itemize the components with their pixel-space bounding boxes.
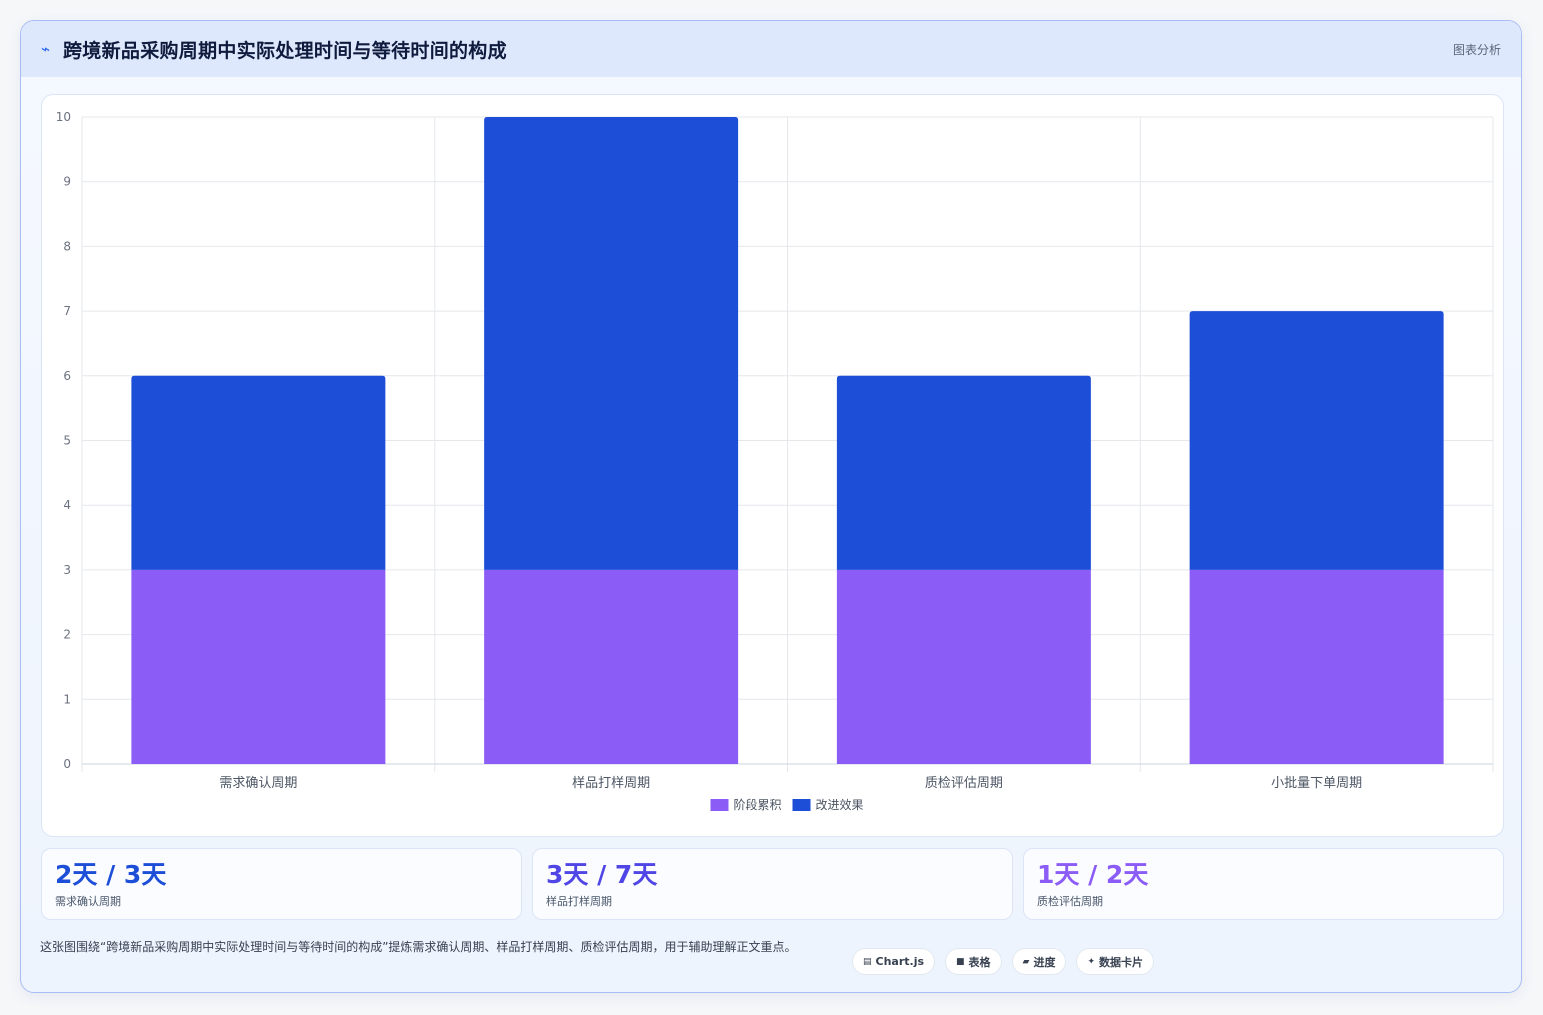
x-tick-label: 样品打样周期	[572, 776, 650, 791]
stat-label: 样品打样周期	[546, 895, 612, 908]
bar-segment	[484, 117, 739, 570]
chip-chartjs[interactable]: ▤ Chart.js	[852, 948, 936, 975]
x-tick-label: 需求确认周期	[219, 776, 297, 791]
y-tick-label: 4	[63, 498, 71, 512]
x-tick-label: 小批量下单周期	[1271, 776, 1362, 791]
bar-segment	[836, 569, 1091, 764]
header-tag: 图表分析	[1452, 42, 1501, 57]
legend-swatch	[710, 799, 729, 811]
legend-swatch	[792, 799, 811, 811]
tag-chips: ▤ Chart.js ■ 表格 ▰ 进度 ✦ 数据卡片	[852, 948, 1155, 975]
chip-label: 数据卡片	[1099, 955, 1144, 969]
chip-progress[interactable]: ▰ 进度	[1011, 948, 1067, 975]
stacked-bar-chart: 0 1 2 3 4 5 6 7 8 9 10 需求确认周期 样品打样周期 质检评估周期 小批量下单周期阶段累…	[56, 110, 1494, 812]
y-tick-label: 10	[56, 110, 71, 124]
bar-segment	[484, 569, 739, 764]
y-tick-label: 2	[63, 628, 71, 642]
y-tick-label: 1	[63, 692, 71, 706]
bar-segment	[836, 375, 1091, 570]
chip-label: Chart.js	[875, 955, 925, 968]
card-footer: 这张图围绕“跨境新品采购周期中实际处理时间与等待时间的构成”提炼需求确认周期、样…	[40, 937, 1503, 977]
y-tick-label: 7	[63, 304, 71, 318]
bar-segment	[131, 569, 386, 764]
bar-segment	[131, 375, 386, 570]
y-tick-label: 0	[63, 757, 71, 771]
chart-card: ⌁ 跨境新品采购周期中实际处理时间与等待时间的构成 图表分析 0 1 2 3 4 5 6 7 8…	[20, 20, 1522, 993]
stat-card: 3天 / 7天 样品打样周期	[532, 848, 1013, 920]
legend-label: 改进效果	[816, 797, 864, 812]
chart-icon: ▤	[863, 956, 872, 967]
chart-line-icon: ⌁	[41, 40, 51, 58]
table-icon: ■	[956, 956, 965, 967]
card-title: 跨境新品采购周期中实际处理时间与等待时间的构成	[63, 39, 507, 62]
sparkle-icon: ✦	[1087, 956, 1096, 967]
stat-value: 1天 / 2天	[1037, 860, 1149, 889]
chip-table[interactable]: ■ 表格	[945, 948, 1002, 975]
y-tick-label: 6	[63, 369, 71, 383]
bar-segment	[1189, 569, 1444, 764]
chip-label: 表格	[968, 955, 991, 969]
card-header: ⌁ 跨境新品采购周期中实际处理时间与等待时间的构成 图表分析	[21, 21, 1521, 77]
progress-icon: ▰	[1022, 956, 1030, 967]
chart-description: 这张图围绕“跨境新品采购周期中实际处理时间与等待时间的构成”提炼需求确认周期、样…	[40, 940, 797, 954]
stat-label: 质检评估周期	[1037, 895, 1103, 908]
chip-data-card[interactable]: ✦ 数据卡片	[1076, 948, 1155, 975]
y-tick-label: 8	[63, 239, 71, 253]
y-tick-label: 9	[63, 175, 71, 189]
stat-cards: 2天 / 3天 需求确认周期 3天 / 7天 样品打样周期 1天 / 2天 质检…	[41, 848, 1504, 920]
stat-card: 2天 / 3天 需求确认周期	[41, 848, 522, 920]
chip-label: 进度	[1033, 955, 1056, 969]
chart-panel: 0 1 2 3 4 5 6 7 8 9 10 需求确认周期 样品打样周期 质检评估周期 小批量下单周期阶段累…	[41, 94, 1504, 837]
stat-value: 3天 / 7天	[546, 860, 658, 889]
x-tick-label: 质检评估周期	[925, 776, 1003, 791]
stat-card: 1天 / 2天 质检评估周期	[1023, 848, 1504, 920]
stat-value: 2天 / 3天	[55, 860, 167, 889]
legend-label: 阶段累积	[734, 797, 782, 812]
y-tick-label: 3	[63, 563, 71, 577]
y-tick-label: 5	[63, 434, 71, 448]
stat-label: 需求确认周期	[55, 895, 121, 908]
bar-segment	[1189, 311, 1444, 570]
